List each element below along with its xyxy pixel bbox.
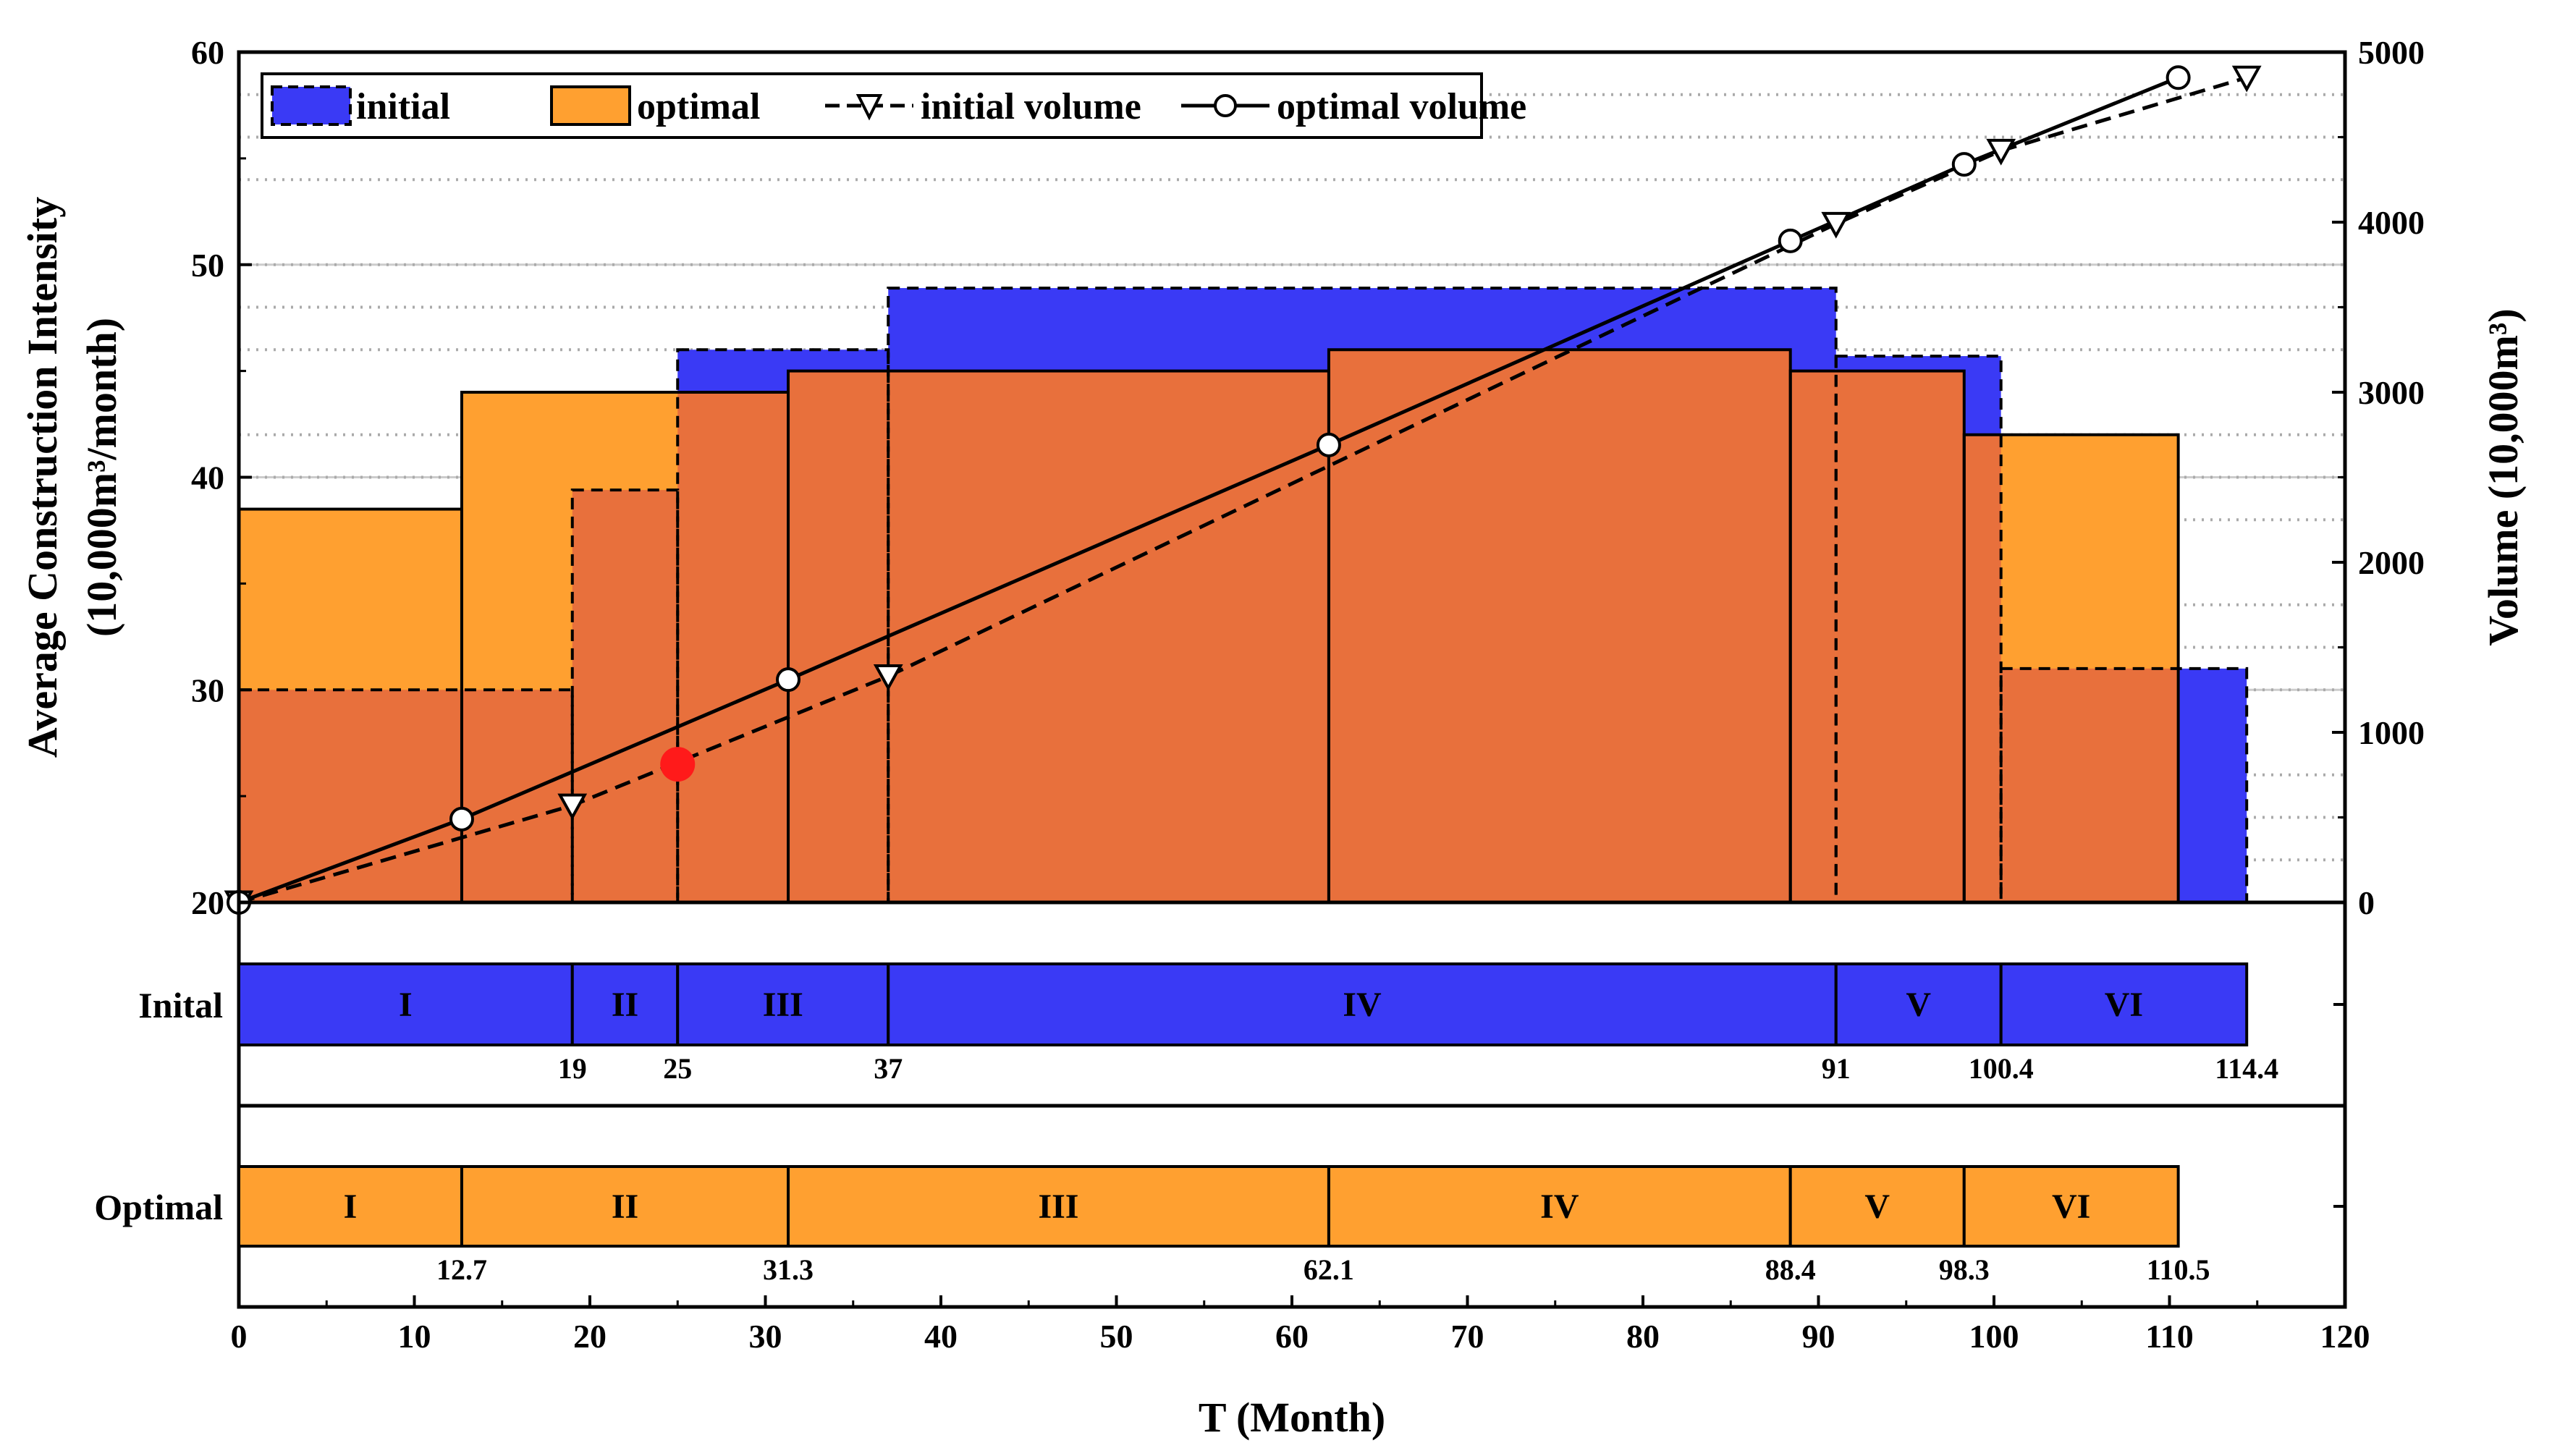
left-tick-label: 30 [191, 672, 224, 708]
initial-boundary-label: 19 [558, 1052, 587, 1085]
overlap-bar [788, 371, 889, 902]
optimal-phase-label: V [1864, 1188, 1890, 1226]
legend-optimal-volume-text: optimal volume [1277, 86, 1526, 127]
x-tick-label: 100 [1969, 1318, 2019, 1355]
optimal-gantt-label: Optimal [94, 1187, 223, 1227]
legend-optimal-text: optimal [637, 86, 760, 127]
x-tick-label: 80 [1626, 1318, 1660, 1355]
optimal-phase-label: II [612, 1188, 638, 1226]
x-tick-label: 20 [573, 1318, 607, 1355]
overlap-bar [1835, 371, 1964, 902]
x-tick-label: 10 [398, 1318, 431, 1355]
optimal-phase-label: VI [2052, 1188, 2090, 1226]
legend-initial-volume-text: initial volume [921, 86, 1141, 127]
initial-boundary-label: 37 [874, 1052, 903, 1085]
left-tick-label: 20 [191, 884, 224, 921]
overlap-bar [1790, 371, 1836, 902]
optimal-boundary-label: 12.7 [436, 1253, 487, 1286]
legend-optimal-swatch [550, 85, 631, 126]
left-axis-title: Average Construction Intensity [19, 197, 66, 758]
overlap-bar [677, 392, 789, 902]
overlap-bar [2000, 668, 2179, 902]
x-tick-label: 110 [2145, 1318, 2193, 1355]
x-tick-label: 120 [2320, 1318, 2370, 1355]
optimal-phase-bar [460, 1165, 790, 1248]
legend-initial-text: initial [356, 86, 450, 127]
initial-phase-bar [570, 962, 680, 1046]
x-tick-label: 60 [1275, 1318, 1309, 1355]
left-axis-title-units: (10,000m³/month) [78, 318, 125, 637]
optimal-boundary-label: 110.5 [2147, 1253, 2210, 1286]
optimal-volume-point [449, 806, 474, 831]
optimal-boundary-label: 98.3 [1939, 1253, 1990, 1286]
x-tick-label: 50 [1100, 1318, 1133, 1355]
initial-volume-line [238, 75, 2247, 905]
legend-initial-volume-marker [855, 94, 883, 121]
x-tick-label: 0 [231, 1318, 248, 1355]
overlap-bar [1328, 350, 1791, 902]
initial-boundary-label: 100.4 [1969, 1052, 2034, 1085]
x-axis-title: T (Month) [1199, 1394, 1385, 1441]
optimal-phase-label: I [344, 1188, 358, 1226]
x-tick-label: 70 [1451, 1318, 1484, 1355]
left-tick-label: 50 [191, 247, 224, 284]
optimal-phase-bar [1962, 1165, 2180, 1248]
x-tick-label: 40 [924, 1318, 958, 1355]
optimal-volume-point [1778, 228, 1803, 253]
initial-volume-point [1821, 211, 1851, 239]
right-tick-label: 3000 [2358, 374, 2425, 411]
overlap-bar [1964, 434, 2001, 902]
optimal-phase-label: III [1038, 1188, 1078, 1226]
overlap-bar [239, 690, 462, 902]
initial-boundary-label: 25 [663, 1052, 692, 1085]
initial-gantt-label: Inital [138, 985, 223, 1025]
x-tick-label: 90 [1802, 1318, 1835, 1355]
optimal-boundary-label: 88.4 [1765, 1253, 1816, 1286]
optimal-volume-point [1316, 432, 1341, 457]
highlight-point [660, 747, 696, 782]
initial-boundary-label: 114.4 [2215, 1052, 2278, 1085]
initial-boundary-label: 91 [1822, 1052, 1851, 1085]
left-tick-label: 60 [191, 34, 224, 71]
right-tick-label: 5000 [2358, 34, 2425, 71]
initial-phase-bar [1999, 962, 2249, 1046]
initial-phase-label: V [1906, 986, 1931, 1024]
initial-phase-label: I [399, 986, 413, 1024]
initial-phase-label: VI [2105, 986, 2143, 1024]
overlap-bar [888, 371, 1329, 902]
x-tick-label: 30 [749, 1318, 782, 1355]
initial-volume-point [1986, 138, 2016, 166]
optimal-boundary-label: 31.3 [763, 1253, 814, 1286]
initial-phase-label: IV [1343, 986, 1382, 1024]
initial-volume-point [2231, 65, 2262, 93]
optimal-boundary-label: 62.1 [1304, 1253, 1354, 1286]
optimal-phase-bar [787, 1165, 1330, 1248]
initial-volume-point [557, 793, 588, 821]
optimal-volume-point [2166, 65, 2191, 90]
initial-phase-bar [676, 962, 890, 1046]
initial-phase-label: II [612, 986, 638, 1024]
optimal-volume-point [776, 667, 801, 693]
legend-initial-swatch [271, 85, 352, 126]
initial-phase-label: III [763, 986, 803, 1024]
right-tick-label: 0 [2358, 884, 2375, 921]
overlap-bar [572, 490, 678, 902]
initial-phase-bar [237, 962, 574, 1046]
right-tick-label: 1000 [2358, 714, 2425, 751]
right-axis-title: Volume (10,000m³) [2480, 308, 2527, 646]
legend-optimal-volume-marker [1214, 94, 1237, 117]
optimal-phase-label: IV [1540, 1188, 1579, 1226]
initial-phase-bar [887, 962, 1838, 1046]
initial-volume-point [873, 664, 903, 691]
optimal-volume-point [1951, 152, 1977, 177]
initial-phase-bar [1834, 962, 2003, 1046]
right-tick-label: 2000 [2358, 544, 2425, 581]
optimal-phase-bar [1327, 1165, 1792, 1248]
left-tick-label: 40 [191, 460, 224, 496]
right-tick-label: 4000 [2358, 204, 2425, 241]
